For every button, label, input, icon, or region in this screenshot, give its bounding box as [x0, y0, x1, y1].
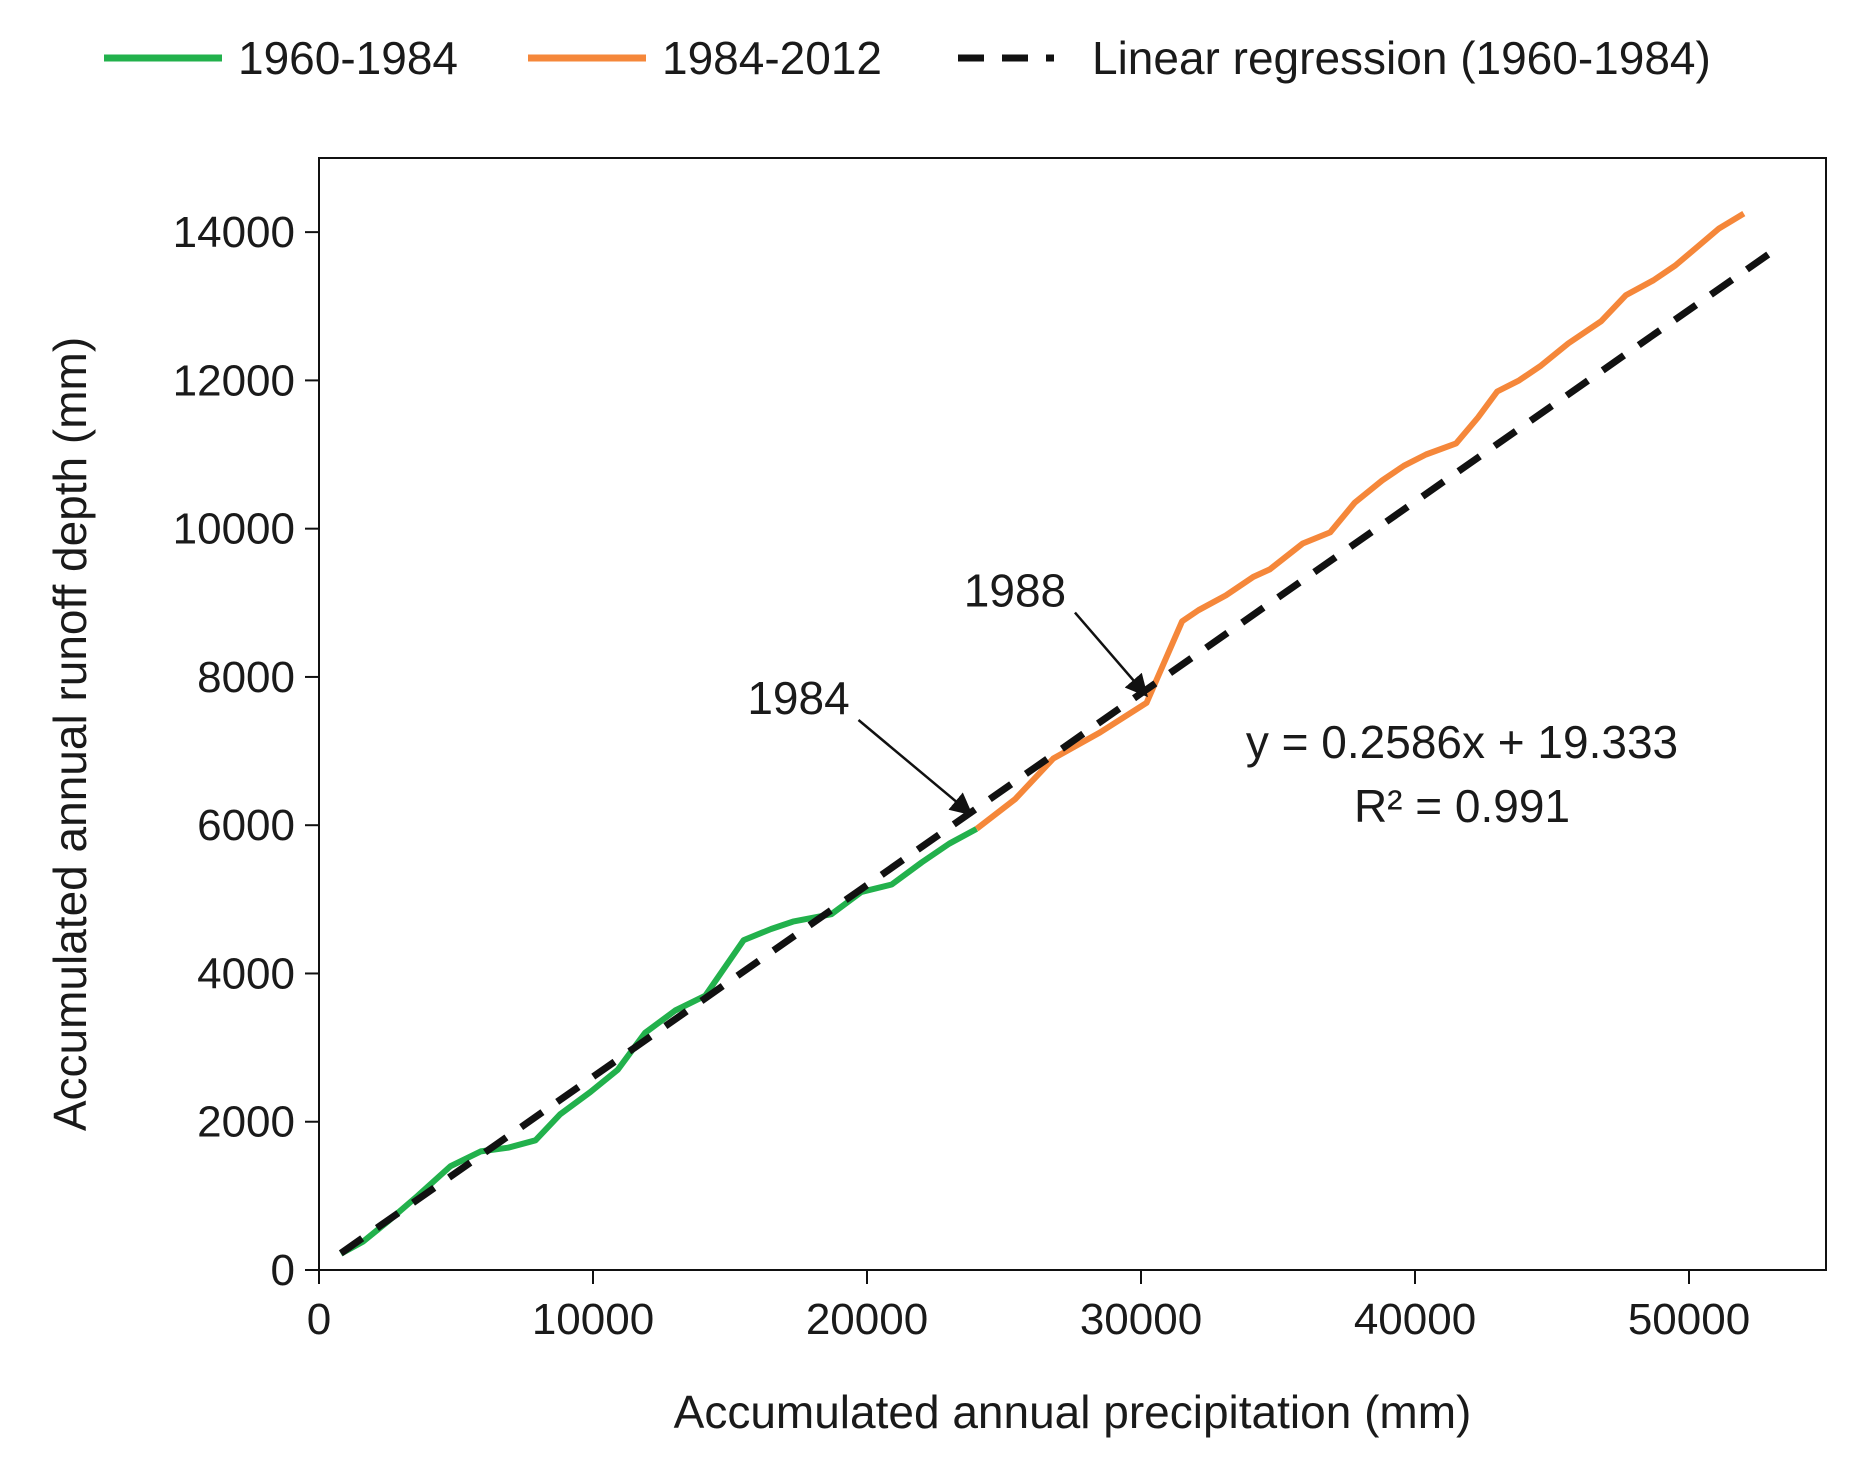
series-line-linear-regression — [338, 243, 1782, 1257]
y-tick-label: 10000 — [173, 505, 295, 554]
y-axis-title: Accumulated annual runoff depth (mm) — [44, 337, 96, 1131]
annotation-arrow-1988 — [1074, 611, 1148, 698]
x-tick-label: 30000 — [1080, 1295, 1202, 1344]
x-tick-label: 40000 — [1354, 1295, 1476, 1344]
y-tick-label: 4000 — [197, 949, 295, 998]
x-tick-label: 10000 — [532, 1295, 654, 1344]
annotation-label-1984: 1984 — [747, 672, 849, 724]
legend: 1960-1984 1984-2012 Linear regression (196… — [104, 32, 1711, 84]
y-tick-label: 2000 — [197, 1098, 295, 1147]
x-axis: 0 10000 20000 30000 40000 50000 — [307, 1270, 1750, 1344]
y-tick-label: 8000 — [197, 653, 295, 702]
y-tick-label: 14000 — [173, 208, 295, 257]
series-layer — [338, 211, 1782, 1257]
x-tick-label: 50000 — [1628, 1295, 1750, 1344]
legend-label: 1960-1984 — [238, 32, 458, 84]
annotation-arrow-1984 — [857, 719, 973, 816]
r-squared-label: R² = 0.991 — [1354, 780, 1570, 832]
legend-label: Linear regression (1960-1984) — [1092, 32, 1711, 84]
y-axis: 0 2000 4000 6000 8000 10000 12000 14000 — [173, 208, 319, 1295]
annotations: 1984 1988 — [747, 565, 1148, 816]
annotation-label-1988: 1988 — [964, 565, 1066, 617]
regression-equation: y = 0.2586x + 19.333 — [1246, 716, 1678, 768]
y-tick-label: 0 — [271, 1246, 295, 1295]
legend-label: 1984-2012 — [662, 32, 882, 84]
y-tick-label: 12000 — [173, 356, 295, 405]
x-tick-label: 0 — [307, 1295, 331, 1344]
x-axis-title: Accumulated annual precipitation (mm) — [674, 1386, 1472, 1438]
series-line-1984-2012 — [974, 211, 1746, 832]
y-tick-label: 6000 — [197, 801, 295, 850]
x-tick-label: 20000 — [806, 1295, 928, 1344]
series-line-1960-1984 — [339, 826, 979, 1257]
plot-area — [318, 157, 1827, 1271]
